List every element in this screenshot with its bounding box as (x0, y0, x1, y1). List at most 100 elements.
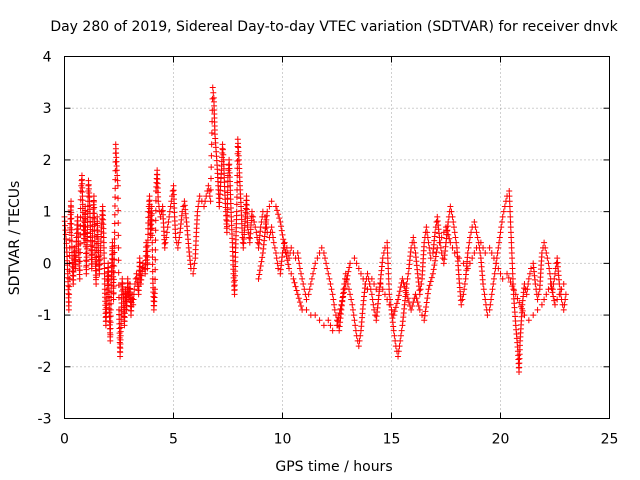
data-point (509, 255, 516, 262)
data-point (111, 229, 118, 236)
data-point (525, 317, 532, 324)
data-point (419, 312, 426, 319)
data-point (349, 306, 356, 313)
data-point (91, 244, 98, 251)
data-point (391, 308, 398, 315)
data-point (447, 239, 454, 246)
data-point (558, 286, 565, 293)
data-point (347, 291, 354, 298)
data-point (107, 300, 114, 307)
data-point (115, 294, 122, 301)
data-point (257, 262, 264, 269)
data-point (551, 275, 558, 282)
data-point (233, 208, 240, 215)
data-point (270, 239, 277, 246)
data-point (346, 264, 353, 271)
data-point (553, 260, 560, 267)
data-point (449, 213, 456, 220)
data-point (301, 286, 308, 293)
data-point (480, 244, 487, 251)
data-point (283, 253, 290, 260)
data-point (155, 198, 162, 205)
data-point (268, 224, 275, 231)
data-point (396, 343, 403, 350)
data-point (461, 281, 468, 288)
data-point (355, 265, 362, 272)
data-point (269, 229, 276, 236)
data-point (223, 229, 230, 236)
data-point (220, 151, 227, 158)
data-point (303, 296, 310, 303)
data-point (298, 270, 305, 277)
data-point (234, 157, 241, 164)
data-point (109, 239, 116, 246)
data-point (275, 265, 282, 272)
data-point (403, 291, 410, 298)
data-point (195, 203, 202, 210)
data-point (544, 255, 551, 262)
data-point (295, 255, 302, 262)
data-point (494, 250, 501, 257)
data-point (399, 275, 406, 282)
data-point (486, 244, 493, 251)
data-point (114, 172, 121, 179)
data-point (169, 187, 176, 194)
data-point (477, 239, 484, 246)
data-point (397, 284, 404, 291)
data-point (342, 281, 349, 288)
data-point (530, 312, 537, 319)
data-point (447, 203, 454, 210)
data-point (335, 314, 342, 321)
data-point (525, 275, 532, 282)
y-tick-label: -1 (38, 308, 52, 324)
data-point (149, 239, 156, 246)
data-point (562, 291, 569, 298)
data-point (107, 331, 114, 338)
data-point (312, 260, 319, 267)
data-point (510, 286, 517, 293)
data-point (490, 255, 497, 262)
data-point (101, 250, 108, 257)
y-tick-label: -2 (38, 360, 52, 376)
data-point (110, 296, 117, 303)
data-point (253, 229, 260, 236)
data-point (246, 234, 253, 241)
data-point (445, 218, 452, 225)
data-point (392, 304, 399, 311)
data-point (270, 234, 277, 241)
data-point (312, 312, 319, 319)
data-point (488, 250, 495, 257)
data-point (480, 286, 487, 293)
data-point (499, 213, 506, 220)
data-point (115, 232, 122, 239)
data-point (224, 195, 231, 202)
data-point (433, 218, 440, 225)
data-point (144, 237, 151, 244)
data-point (111, 236, 118, 243)
data-point (424, 290, 431, 297)
data-point (351, 255, 358, 262)
data-point (411, 239, 418, 246)
data-point (280, 236, 287, 243)
data-point (336, 310, 343, 317)
data-point (507, 218, 514, 225)
data-point (254, 239, 261, 246)
data-point (158, 208, 165, 215)
data-point (477, 250, 484, 257)
data-point (508, 234, 515, 241)
data-point (368, 291, 375, 298)
data-point (427, 255, 434, 262)
data-point (469, 255, 476, 262)
data-point (68, 226, 75, 233)
data-point (131, 286, 138, 293)
data-point (256, 267, 263, 274)
data-point (438, 234, 445, 241)
data-point (459, 296, 466, 303)
data-point (541, 296, 548, 303)
data-point (207, 175, 214, 182)
data-point (272, 250, 279, 257)
data-point (519, 307, 526, 314)
y-tick-labels: -3 -2 -1 0 1 2 3 4 (38, 50, 52, 428)
data-point (66, 291, 73, 298)
data-point (390, 312, 397, 319)
